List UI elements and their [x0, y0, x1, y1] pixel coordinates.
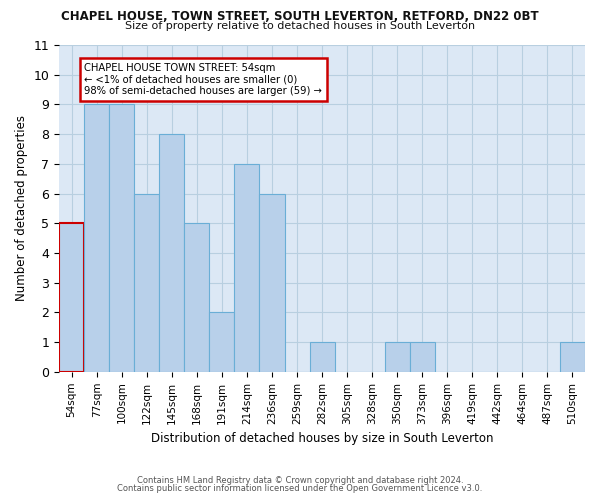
Bar: [109, 104, 134, 372]
Text: Size of property relative to detached houses in South Leverton: Size of property relative to detached ho…: [125, 21, 475, 31]
Bar: [84, 104, 109, 372]
Bar: [209, 312, 235, 372]
Bar: [385, 342, 410, 372]
Text: Contains public sector information licensed under the Open Government Licence v3: Contains public sector information licen…: [118, 484, 482, 493]
Bar: [160, 134, 184, 372]
Bar: [134, 194, 160, 372]
Text: Contains HM Land Registry data © Crown copyright and database right 2024.: Contains HM Land Registry data © Crown c…: [137, 476, 463, 485]
Text: CHAPEL HOUSE, TOWN STREET, SOUTH LEVERTON, RETFORD, DN22 0BT: CHAPEL HOUSE, TOWN STREET, SOUTH LEVERTO…: [61, 10, 539, 23]
Bar: [184, 224, 209, 372]
Bar: [560, 342, 585, 372]
Y-axis label: Number of detached properties: Number of detached properties: [15, 116, 28, 302]
X-axis label: Distribution of detached houses by size in South Leverton: Distribution of detached houses by size …: [151, 432, 493, 445]
Bar: [59, 224, 84, 372]
Bar: [235, 164, 259, 372]
Text: CHAPEL HOUSE TOWN STREET: 54sqm
← <1% of detached houses are smaller (0)
98% of : CHAPEL HOUSE TOWN STREET: 54sqm ← <1% of…: [84, 63, 322, 96]
Bar: [410, 342, 435, 372]
Bar: [259, 194, 284, 372]
Bar: [310, 342, 335, 372]
